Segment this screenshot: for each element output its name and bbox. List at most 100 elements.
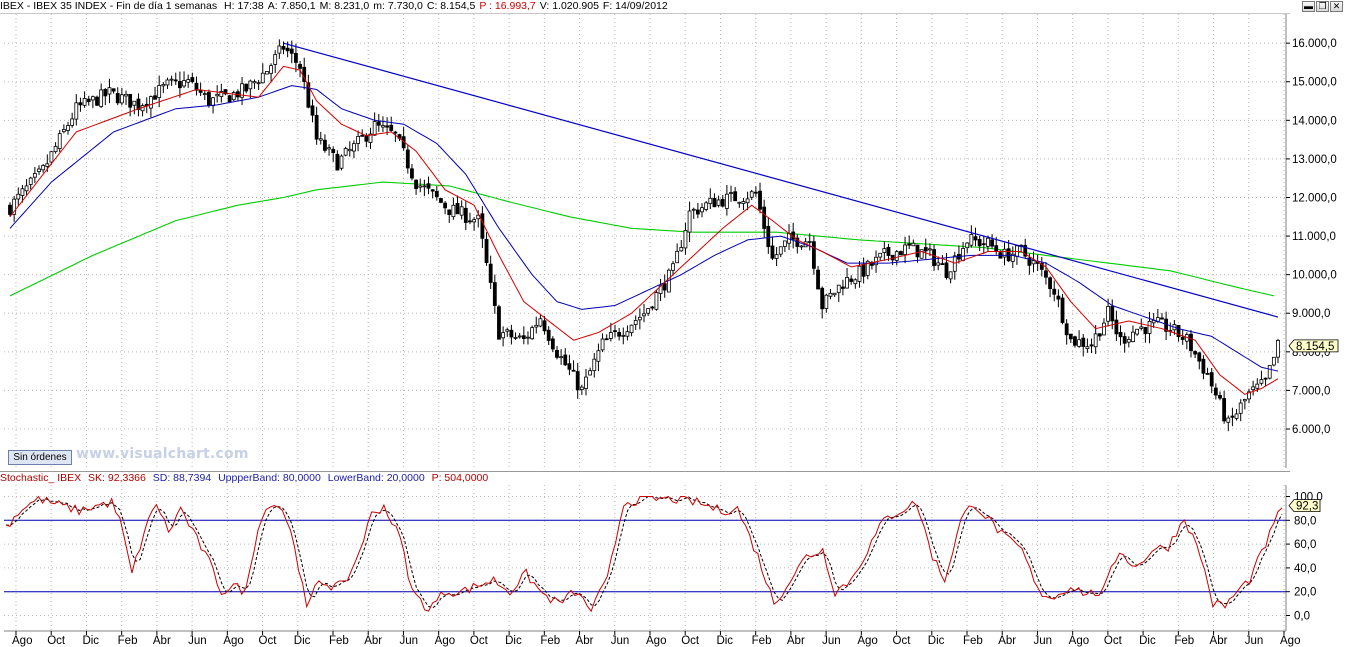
candle-body [853, 279, 858, 285]
candle-body [1276, 340, 1280, 358]
candle-body [45, 163, 50, 167]
candle-body [472, 219, 477, 223]
x-tick-label: Ago [1280, 635, 1300, 647]
candle-body [948, 271, 953, 280]
candle-body [650, 306, 655, 309]
osc-y-tick-label: 0,0 [1294, 610, 1310, 622]
candle-body [1002, 248, 1007, 258]
price-chart[interactable]: 16.000,0 15.000,0 14.000,0 13.000,0 12.000,0… [0, 14, 1346, 484]
osc-lower: LowerBand: 20,0000 [327, 472, 425, 484]
candle-body [132, 100, 137, 106]
candle-body [1189, 333, 1193, 352]
candle-body [874, 256, 878, 266]
candle-body [360, 134, 365, 137]
candle-body [737, 201, 742, 204]
x-tick-label: Ago [857, 635, 877, 647]
candle-body [509, 329, 514, 338]
candle-body [1122, 336, 1127, 344]
y-tick-label: 14.000,0 [1292, 115, 1337, 127]
orders-button[interactable]: Sin órdenes [8, 450, 72, 465]
candle-body [1238, 402, 1243, 414]
candle-body [173, 79, 178, 82]
candle-body [849, 278, 854, 282]
x-tick-label: Dic [716, 635, 733, 647]
candle-body [430, 189, 435, 192]
candle-body [828, 292, 833, 297]
ma-short-line [9, 65, 1279, 395]
candle-body [687, 210, 692, 233]
candle-body [1068, 333, 1073, 340]
candle-body [654, 292, 659, 310]
candle-body [314, 115, 319, 140]
candle-body [915, 244, 920, 258]
candle-body [20, 188, 25, 196]
candle-body [1267, 365, 1272, 379]
candle-body [671, 263, 675, 271]
candle-body [811, 241, 816, 269]
quote-field: P : 16.993,7 [479, 0, 536, 12]
candle-body [1147, 320, 1152, 334]
candle-body [716, 199, 721, 206]
x-tick-label: Jun [188, 635, 207, 647]
candle-body [1027, 257, 1032, 266]
candle-body [977, 239, 982, 247]
candle-body [1052, 288, 1057, 295]
osc-sd-line [5, 496, 1283, 609]
candle-body [1031, 260, 1036, 265]
y-tick-label: 16.000,0 [1292, 38, 1337, 50]
candle-body [588, 370, 593, 376]
osc-period: P: 504,0000 [431, 472, 489, 484]
candle-body [107, 87, 112, 95]
ma-mid-line [9, 85, 1279, 372]
candle-body [285, 47, 290, 52]
candle-body [613, 330, 617, 332]
candle-body [111, 88, 116, 92]
minimize-icon[interactable]: ▬ [1302, 1, 1315, 12]
candle-body [1131, 331, 1135, 343]
candle-body [745, 198, 750, 204]
candle-body [899, 251, 903, 256]
candle-body [1205, 373, 1210, 375]
candle-body [903, 244, 907, 255]
candle-body [894, 251, 899, 261]
candle-body [1056, 295, 1061, 300]
candle-body [1106, 306, 1111, 322]
candle-body [704, 202, 709, 210]
candle-body [841, 286, 845, 289]
candle-body [41, 165, 46, 171]
restore-icon[interactable]: ❐ [1316, 1, 1329, 12]
candle-body [418, 185, 423, 188]
candle-body [439, 198, 443, 203]
osc-y-tick-label: 80,0 [1294, 515, 1316, 527]
candle-body [961, 248, 965, 261]
candle-body [169, 78, 174, 81]
candle-body [1230, 415, 1235, 418]
candle-body [1259, 379, 1264, 384]
candle-body [273, 54, 278, 65]
candle-body [604, 338, 609, 341]
close-icon[interactable]: ✕ [1330, 1, 1343, 12]
candle-body [633, 320, 638, 325]
y-tick-label: 9.000,0 [1292, 308, 1330, 320]
candle-body [32, 173, 37, 178]
candle-body [679, 247, 684, 252]
candle-body [1271, 356, 1276, 366]
candle-body [766, 225, 771, 248]
candle-body [923, 247, 928, 252]
candle-body [389, 124, 394, 131]
candle-body [753, 191, 758, 194]
candle-body [758, 190, 762, 210]
candle-body [99, 89, 104, 107]
candle-body [260, 72, 265, 84]
candle-body [70, 118, 75, 126]
candle-body [733, 191, 738, 202]
candle-body [563, 354, 568, 366]
candle-body [1193, 351, 1198, 355]
candle-body [86, 98, 91, 103]
osc-y-tick-label: 60,0 [1294, 539, 1316, 551]
candle-body [1064, 323, 1069, 336]
candle-body [816, 269, 820, 290]
x-tick-label: Dic [928, 635, 945, 647]
candle-body [119, 94, 124, 104]
